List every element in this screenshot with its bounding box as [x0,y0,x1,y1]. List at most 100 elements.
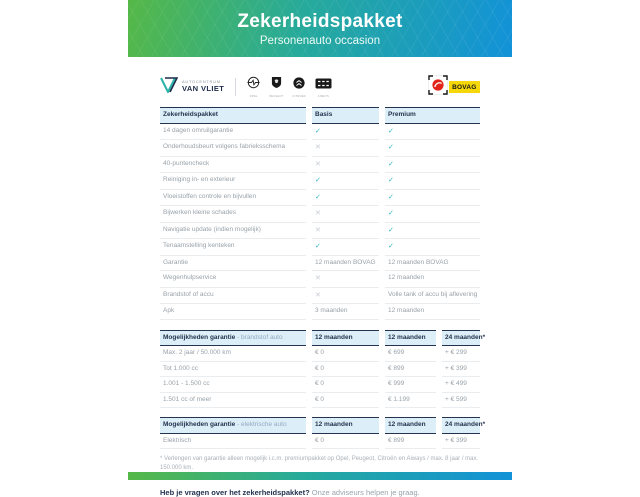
cross-icon: ✕ [315,274,321,282]
bovag-logo: BOVAG [427,74,480,100]
comparison-row: Brandstof of accu ✕ Volle tank of accu bij… [160,288,480,304]
premium-cell: 12 maanden [385,304,480,320]
check-icon: ✓ [388,126,394,135]
price-cell: + € 599 [442,393,480,408]
premium-cell: ✓ [385,173,480,190]
comparison-row: Reiniging in- en exterieur ✓ ✓ [160,173,480,190]
basis-cell: ✓ [312,190,379,206]
premium-cell: ✓ [385,157,480,173]
comparison-row: Navigatie update (indien mogelijk) ✕ ✓ [160,223,480,239]
brand-citroen: CITROËN [293,76,306,98]
brand-opel: OPEL [247,76,260,98]
price-cell: € 0 [312,434,379,449]
brand-logos: OPEL PEUGEOT [247,76,332,98]
section-title-suffix: - elektrische auto [237,421,287,428]
footer-question: Heb je vragen over het zekerheidspakket?… [160,489,480,497]
dealer-name: AUTOCENTRUM VAN VLIET [182,80,224,93]
electric-warranty-header: Mogelijkheden garantie - elektrische aut… [160,417,485,434]
dealer-name-top: AUTOCENTRUM [182,79,221,85]
row-label: Navigatie update (indien mogelijk) [160,223,306,239]
check-icon: ✓ [388,225,394,234]
row-label: Bijwerken kleine schades [160,206,306,223]
premium-cell: 12 maanden BOVAG [385,256,480,271]
section-title-suffix: - brandstof auto [237,333,283,341]
comparison-row: Garantie 12 maanden BOVAG 12 maanden BOVAG [160,256,480,271]
column-header-basis: Basis [312,107,379,124]
check-icon: ✓ [315,242,321,250]
check-icon: ✓ [315,126,321,135]
peugeot-logo-icon [271,76,282,94]
brand-peugeot: PEUGEOT [269,76,283,98]
dealer-name-bottom: VAN VLIET [182,83,225,93]
check-icon: ✓ [388,159,394,168]
row-label: 1.001 - 1.500 cc [160,377,306,393]
price-cell: € 999 [385,377,436,393]
logo-row: AUTOCENTRUM VAN VLIET OPEL [160,72,480,102]
row-label: Elektrisch [160,434,306,449]
premium-cell: Volle tank of accu bij aflevering [385,288,480,304]
footnote: * Verlengen van garantie alleen mogelijk… [160,456,479,471]
content-area: AUTOCENTRUM VAN VLIET OPEL [128,72,512,497]
price-cell: + € 299 [442,346,480,362]
price-cell: € 0 [312,362,379,377]
comparison-row: Vloeistoffen controle en bijvullen ✓ ✓ [160,190,480,206]
row-label: Vloeistoffen controle en bijvullen [160,190,306,206]
brand-label: CITROËN [292,95,306,98]
column-header-package: Zekerheidspakket [160,107,306,124]
column-header-12m: 12 maanden [385,417,436,434]
warranty-row: Elektrisch € 0 € 899 + € 399 [160,434,480,449]
cross-icon: ✕ [315,143,321,151]
vertical-divider [235,78,237,96]
price-cell: € 0 [312,346,379,362]
basis-cell: ✕ [312,288,379,304]
bottom-gradient-bar [128,472,512,480]
price-cell: + € 399 [442,362,480,377]
comparison-row: Wegenhulpservice ✕ 12 maanden [160,271,480,288]
comparison-table: Zekerheidspakket Basis Premium 14 dagen … [160,107,480,320]
page-subtitle: Personenauto occasion [259,34,381,47]
cross-icon: ✕ [315,290,321,299]
comparison-row: Tenaamstelling kenteken ✓ ✓ [160,239,480,256]
price-cell: + € 499 [442,377,480,393]
price-cell: € 0 [312,377,379,393]
price-cell: € 899 [385,362,436,377]
row-label: Apk [160,304,306,320]
row-label: Garantie [160,256,306,271]
footer-question-bold: Heb je vragen over het zekerheidspakket? [160,488,310,497]
column-header-24m: 24 maanden* [442,329,485,346]
column-header-12m: 12 maanden [312,417,379,434]
price-cell: + € 399 [442,434,480,449]
bovag-seal-icon [427,74,448,100]
basis-cell: ✓ [312,239,379,256]
row-label: Reiniging in- en exterieur [160,173,306,190]
brand-label: OPEL [249,95,258,98]
row-label: 40-puntencheck [160,157,306,173]
warranty-row: 1.501 cc of meer € 0 € 1.199 + € 599 [160,393,480,408]
basis-cell: ✕ [312,223,379,239]
flyer-page: Zekerheidspakket Personenauto occasion A… [128,0,512,497]
price-cell: € 1.199 [385,393,436,408]
column-header-premium: Premium [385,107,480,124]
row-label: Brandstof of accu [160,288,306,304]
comparison-table-body: 14 dagen omruilgarantie ✓ ✓ Onderhoudsbeurt… [160,124,480,320]
basis-cell: ✕ [312,271,379,288]
comparison-row: Bijwerken kleine schades ✕ ✓ [160,206,480,223]
electric-warranty-table: Mogelijkheden garantie - elektrische aut… [160,417,485,449]
price-cell: € 0 [312,393,379,408]
comparison-row: 40-puntencheck ✕ ✓ [160,157,480,173]
comparison-table-header: Zekerheidspakket Basis Premium [160,107,480,124]
warranty-row: Max. 2 jaar / 50.000 km € 0 € 699 + € 299 [160,346,480,362]
cross-icon: ✕ [315,209,321,217]
premium-cell: 12 maanden [385,271,480,288]
premium-cell: ✓ [385,190,480,206]
comparison-row: Onderhoudsbeurt volgens fabrieksschema ✕ ✓ [160,140,480,157]
row-label: Onderhoudsbeurt volgens fabrieksschema [160,140,306,157]
premium-cell: ✓ [385,223,480,239]
price-cell: € 899 [385,434,436,449]
basis-cell: ✕ [312,206,379,223]
column-header-12m: 12 maanden [385,329,436,346]
section-title-fuel: Mogelijkheden garantie - brandstof auto [160,329,306,346]
brand-label: PEUGEOT [269,95,284,98]
row-label: 14 dagen omruilgarantie [160,124,306,140]
column-header-12m: 12 maanden [312,329,379,346]
